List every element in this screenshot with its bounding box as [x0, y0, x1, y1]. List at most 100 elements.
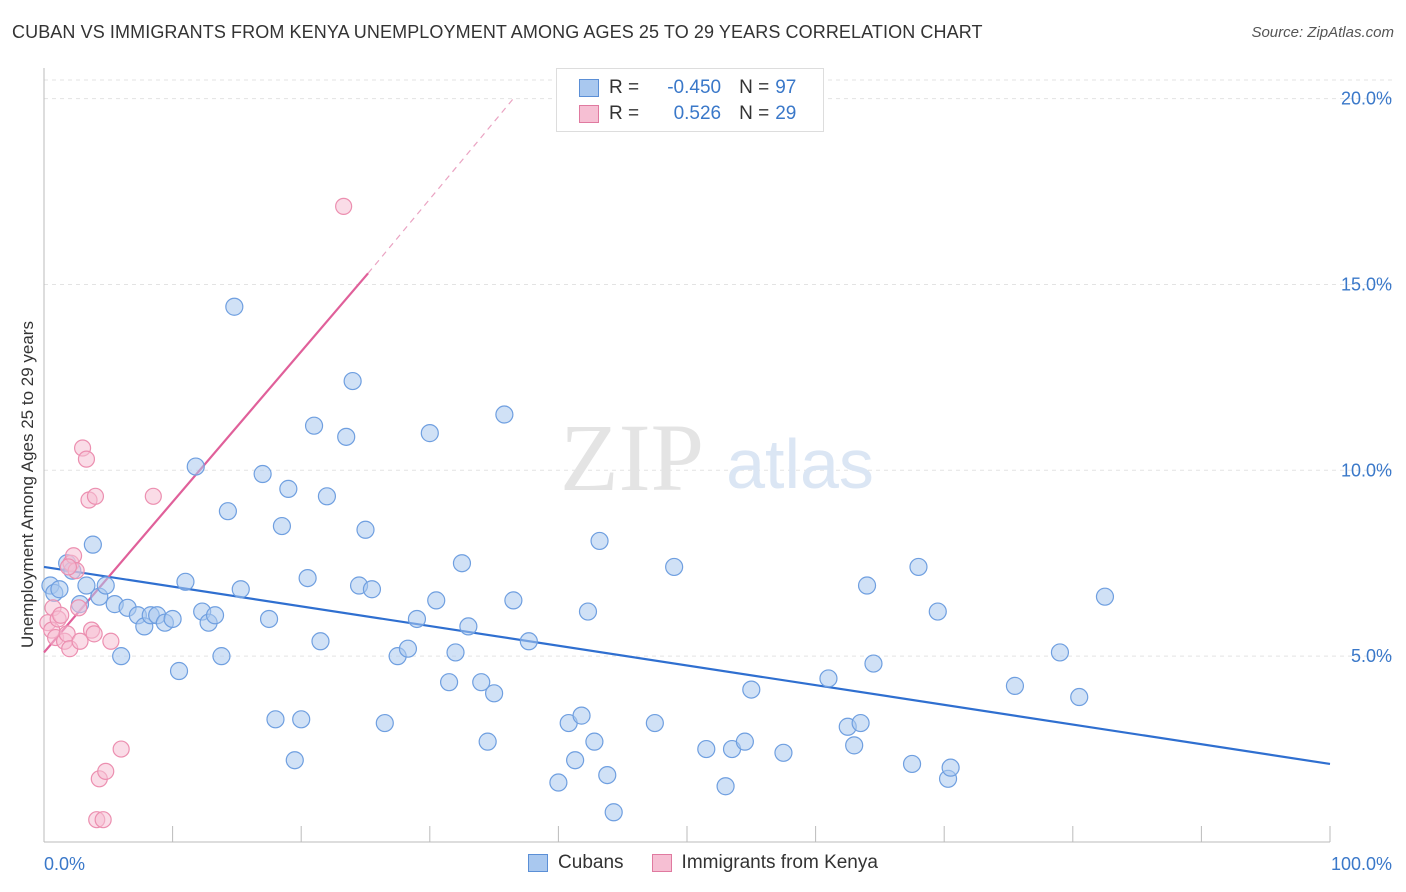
cubans-trend-line — [43, 565, 1331, 766]
cubans-point — [259, 609, 279, 629]
data-points — [39, 197, 1115, 829]
cubans-point — [50, 580, 69, 599]
cubans-point — [96, 576, 115, 595]
kenya-swatch — [651, 854, 672, 872]
kenya-point — [71, 632, 89, 650]
cubans-point — [1050, 643, 1070, 662]
cubans-point — [205, 606, 225, 625]
cubans-point — [285, 751, 304, 770]
legend-row-cubans: R = -0.450 N = 97 — [579, 76, 796, 100]
legend-item-cubans: Cubans — [528, 852, 624, 874]
cubans-point — [83, 535, 102, 554]
watermark: ZIP atlas — [560, 404, 874, 511]
cubans-point — [928, 602, 947, 621]
cubans-point — [566, 751, 585, 770]
legend-r-label: R = — [609, 77, 640, 98]
kenya-point — [94, 811, 112, 829]
chart-title: CUBAN VS IMMIGRANTS FROM KENYA UNEMPLOYM… — [12, 22, 983, 42]
cubans-point — [446, 643, 465, 662]
cubans-point — [362, 580, 382, 599]
source-label: Source: ZipAtlas.com — [1251, 24, 1394, 41]
cubans-point — [590, 531, 609, 551]
cubans-point — [665, 557, 684, 577]
cubans-point — [407, 609, 427, 629]
cubans-point — [298, 568, 317, 588]
tick-labels: 5.0% 10.0% 15.0% 20.0% 0.0% 100.0% — [44, 89, 1392, 874]
cubans-point — [112, 647, 131, 666]
legend-r-label: R = — [609, 103, 640, 124]
legend-n-value: 29 — [775, 103, 797, 124]
axes — [43, 68, 1331, 843]
cubans-point — [279, 479, 298, 498]
cubans-point — [941, 758, 960, 777]
cubans-point — [598, 765, 617, 785]
bottom-legend: Cubans Immigrants from Kenya — [0, 852, 1406, 874]
legend-n-value: 97 — [775, 77, 797, 98]
cubans-point — [266, 710, 285, 729]
cubans-point — [478, 732, 497, 751]
cubans-point — [292, 710, 311, 729]
kenya-point — [102, 632, 120, 650]
cubans-point — [697, 739, 716, 759]
cubans-point — [317, 487, 337, 506]
cubans-point — [1070, 687, 1089, 707]
cubans-point — [716, 777, 735, 796]
cubans-point — [77, 576, 96, 595]
kenya-point — [144, 487, 162, 505]
kenya-swatch — [579, 105, 599, 123]
cubans-point — [909, 557, 928, 577]
legend-row-kenya: R = 0.526 N = 29 — [579, 102, 796, 126]
cubans-point — [176, 572, 195, 591]
legend-n-label: N = — [739, 77, 770, 98]
cubans-point — [819, 669, 838, 688]
cubans-point — [304, 416, 324, 435]
cubans-point — [864, 654, 883, 673]
cubans-point — [427, 591, 446, 610]
cubans-point — [218, 502, 237, 521]
legend-r-value: -0.450 — [667, 77, 722, 98]
legend-item-kenya: Immigrants from Kenya — [651, 852, 878, 874]
legend: R = -0.450 N = 97 R = 0.526 N = 29 — [556, 68, 824, 132]
kenya-point — [70, 599, 88, 617]
legend-label-kenya: Immigrants from Kenya — [681, 852, 878, 873]
cubans-point — [212, 647, 231, 666]
cubans-point — [420, 424, 439, 443]
kenya-point — [52, 606, 70, 624]
cubans-point — [337, 427, 356, 446]
cubans-point — [519, 632, 538, 651]
cubans-point — [549, 773, 568, 792]
cubans-point — [645, 713, 664, 733]
cubans-point — [572, 706, 591, 725]
cubans-point — [1005, 676, 1025, 695]
kenya-point — [77, 450, 96, 468]
watermark-atlas: atlas — [726, 425, 874, 503]
cubans-point — [1095, 587, 1115, 606]
cubans-point — [398, 639, 418, 658]
cubans-point — [845, 736, 864, 755]
cubans-point — [311, 632, 330, 651]
cubans-swatch — [579, 79, 599, 97]
y-tick-label: 5.0% — [1351, 646, 1392, 666]
cubans-point — [504, 591, 523, 610]
kenya-point — [112, 740, 130, 758]
legend-n-label: N = — [739, 103, 770, 124]
cubans-point — [735, 732, 754, 751]
kenya-point — [97, 762, 115, 780]
legend-label-cubans: Cubans — [558, 852, 624, 873]
watermark-zip: ZIP — [560, 404, 704, 511]
legend-r-value: 0.526 — [673, 103, 722, 124]
cubans-point — [857, 576, 877, 595]
cubans-point — [851, 713, 870, 733]
cubans-point — [186, 457, 205, 476]
cubans-point — [604, 803, 623, 822]
cubans-point — [272, 516, 292, 536]
cubans-point — [902, 754, 922, 774]
cubans-point — [742, 680, 761, 699]
cubans-point — [163, 609, 182, 629]
cubans-point — [439, 673, 459, 692]
kenya-trend-extension — [367, 98, 514, 274]
x-tick-label: 100.0% — [1331, 854, 1392, 874]
cubans-point — [231, 580, 250, 599]
cubans-point — [495, 405, 514, 424]
